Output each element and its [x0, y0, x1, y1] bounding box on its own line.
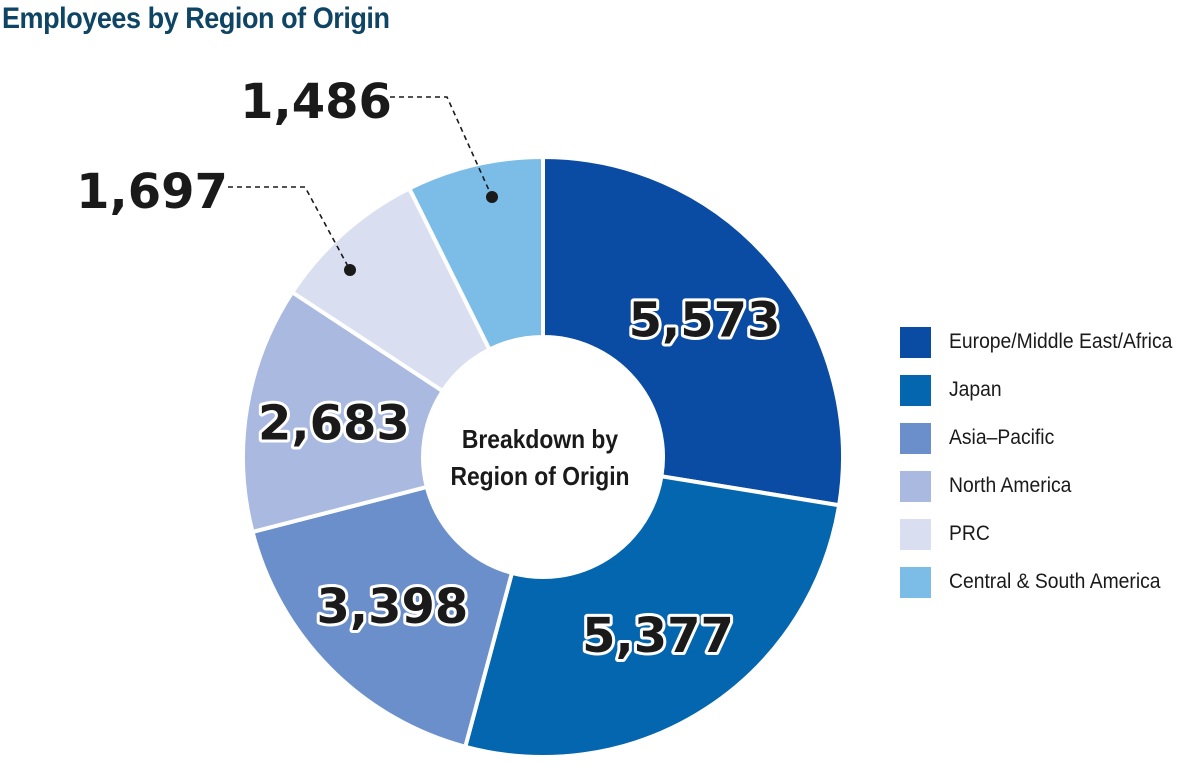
data-label-japan: 5,377: [582, 608, 734, 664]
legend-swatch: [900, 566, 931, 598]
leader-line-prc: [228, 186, 351, 271]
legend-swatch: [900, 326, 931, 358]
data-label-asia-pacific: 3,398: [316, 579, 468, 635]
legend-item-north-america: North America: [900, 470, 1192, 502]
legend: Europe/Middle East/Africa Japan Asia–Pacif…: [900, 326, 1192, 614]
data-label-europe-middle-east-africa: 5,573: [629, 293, 781, 349]
legend-swatch: [900, 470, 931, 502]
slice-europe-middle-east-africa: [541, 154, 845, 508]
chart-title: Employees by Region of Origin: [2, 2, 390, 35]
legend-swatch: [900, 374, 931, 406]
legend-label: Central & South America: [949, 570, 1161, 593]
legend-label: Europe/Middle East/Africa: [949, 330, 1173, 353]
legend-swatch: [900, 518, 931, 550]
donut-hole: [423, 337, 663, 577]
legend-item-central-south-america: Central & South America: [900, 566, 1192, 598]
data-label-central-south-america: 1,486: [240, 74, 392, 130]
leader-line-central-south-america: [390, 96, 493, 198]
center-label-line-2: Region of Origin: [450, 463, 629, 492]
center-label-line-1: Breakdown by: [462, 426, 619, 455]
legend-swatch: [900, 422, 931, 454]
data-label-north-america: 2,683: [258, 395, 410, 451]
legend-label: North America: [949, 474, 1072, 497]
legend-item-prc: PRC: [900, 518, 1192, 550]
leader-dot-central-south-america: [486, 191, 498, 203]
legend-item-japan: Japan: [900, 374, 1192, 406]
legend-label: PRC: [949, 522, 990, 545]
data-label-prc: 1,697: [76, 164, 228, 220]
legend-label: Asia–Pacific: [949, 426, 1055, 449]
legend-item-europe-middle-east-africa: Europe/Middle East/Africa: [900, 326, 1192, 358]
legend-item-asia-pacific: Asia–Pacific: [900, 422, 1192, 454]
leader-dot-prc: [344, 264, 356, 276]
legend-label: Japan: [949, 378, 1002, 401]
